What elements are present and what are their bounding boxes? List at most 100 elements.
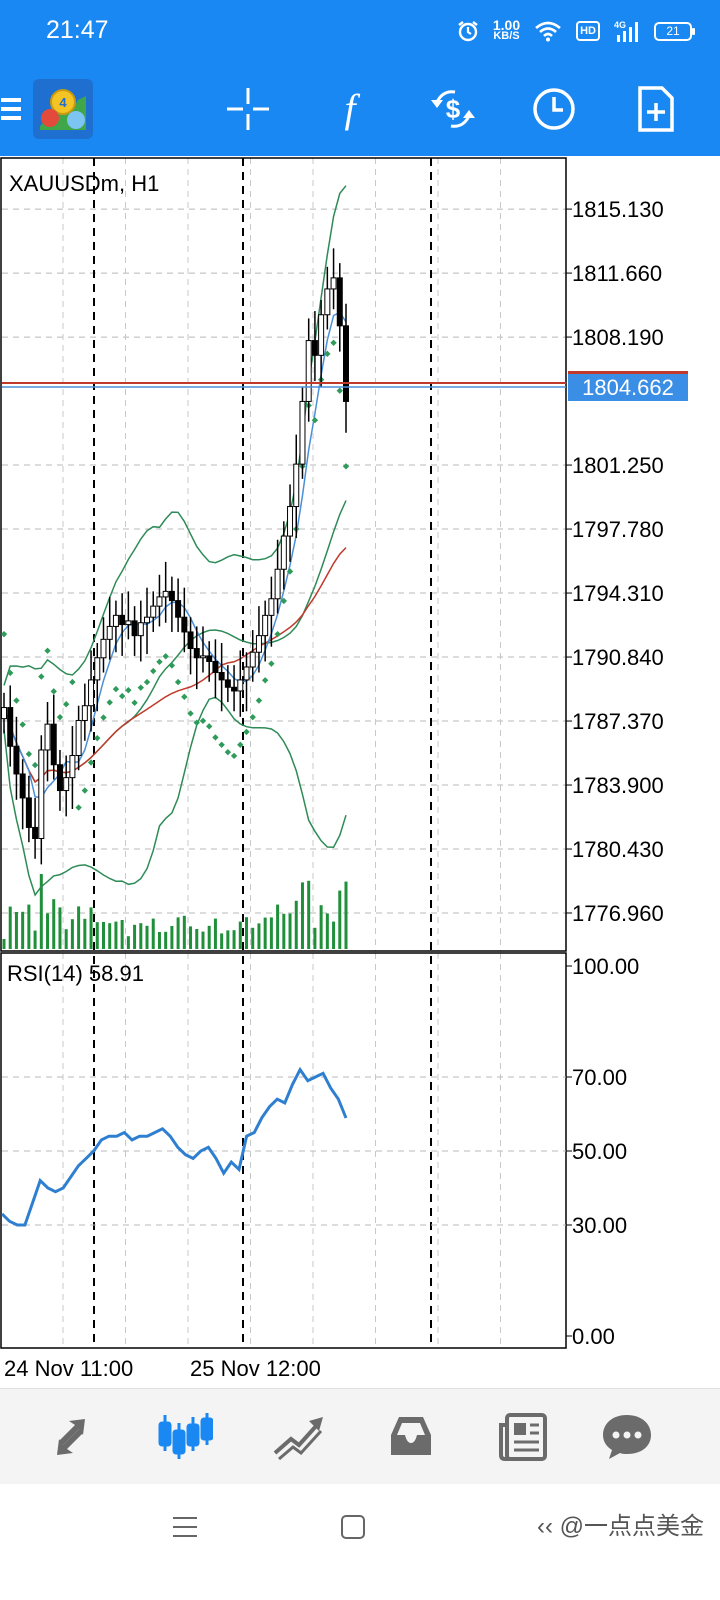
- candle-body: [311, 340, 318, 356]
- psar-dot: [162, 653, 169, 660]
- alarm-icon: [458, 21, 478, 42]
- new-order-button[interactable]: [628, 62, 684, 156]
- psar-dot: [19, 721, 26, 728]
- candle-body: [19, 773, 26, 799]
- volume-bar: [238, 921, 242, 949]
- candle-body: [125, 620, 132, 626]
- psar-dot: [150, 667, 157, 675]
- rsi-plot-frame: [0, 952, 567, 1349]
- psar-dot: [44, 647, 51, 654]
- nav-chart[interactable]: [130, 1389, 240, 1485]
- volume-bar: [133, 924, 137, 949]
- volume-bar: [89, 907, 93, 949]
- nav-quotes[interactable]: [16, 1389, 126, 1485]
- psar-dot: [168, 662, 176, 669]
- psar-dot: [87, 759, 95, 766]
- candle-body: [63, 777, 70, 792]
- candle-body: [199, 655, 206, 659]
- price-axis: 1815.130 1811.660 1808.190 1801.250 1797.780…: [566, 197, 664, 926]
- psar-dot: [100, 714, 107, 721]
- candle-body: [100, 638, 107, 659]
- psar-dot: [125, 687, 132, 694]
- psar-dot: [330, 339, 337, 346]
- bollinger-upper: [3, 185, 347, 686]
- wifi-icon: [535, 21, 561, 42]
- price-tick-label: 1787.370: [572, 709, 664, 734]
- candle-body: [243, 666, 250, 681]
- nav-news[interactable]: [468, 1389, 578, 1485]
- psar-dot: [249, 713, 256, 721]
- candle-body: [255, 635, 262, 653]
- psar-dot: [187, 710, 194, 717]
- rsi-tick-label: 50.00: [572, 1139, 627, 1164]
- status-time: 21:47: [46, 16, 109, 44]
- price-chart[interactable]: 1804.662 XAUUSDm, H1 1815.130 1811.660 180…: [0, 156, 720, 1388]
- volume-bar: [14, 912, 18, 949]
- psar-dot: [336, 387, 343, 394]
- price-tick-label: 1808.190: [572, 325, 664, 350]
- rsi-tick-label: 100.00: [572, 954, 639, 979]
- psar-dot: [106, 699, 113, 706]
- volume-bar: [21, 911, 25, 949]
- psar-dot: [137, 684, 144, 691]
- indicators-button[interactable]: f: [322, 62, 378, 156]
- volume-bar: [8, 906, 12, 949]
- psar-dot: [212, 734, 219, 741]
- nav-messages[interactable]: [572, 1389, 682, 1485]
- volume-bar: [164, 931, 168, 949]
- psar-dot: [25, 750, 33, 758]
- volume-bar: [207, 925, 211, 949]
- current-price-tag: 1804.662: [568, 371, 688, 401]
- crosshair-button[interactable]: [218, 62, 278, 156]
- volume-bar: [269, 917, 273, 949]
- candle-body: [231, 686, 238, 692]
- chart-icon: [158, 1413, 213, 1459]
- volume-bar: [58, 907, 62, 949]
- candle-body: [268, 598, 275, 616]
- price-tick-label: 1801.250: [572, 453, 664, 478]
- nav-trade[interactable]: [244, 1389, 354, 1485]
- psar-dot: [131, 699, 138, 706]
- volume-bar: [332, 921, 336, 949]
- price-tick-label: 1794.310: [572, 581, 664, 606]
- price-tick-label: 1797.780: [572, 517, 664, 542]
- rsi-tick-label: 70.00: [572, 1065, 627, 1090]
- candle-body: [343, 325, 349, 402]
- price-tick-label: 1815.130: [572, 197, 664, 222]
- volume-bar: [307, 880, 311, 949]
- symbol-change-button[interactable]: $: [420, 62, 486, 156]
- symbol-label: XAUUSDm, H1: [9, 171, 159, 196]
- candle-body: [299, 400, 306, 465]
- timeframe-button[interactable]: [524, 62, 584, 156]
- volume-bar: [52, 899, 56, 949]
- candle-body: [106, 625, 113, 640]
- metatrader-logo: 4: [33, 79, 93, 139]
- svg-text:$: $: [446, 94, 461, 124]
- home-icon[interactable]: [338, 1512, 368, 1542]
- main-plot-frame: [0, 157, 567, 952]
- psar-dot: [13, 697, 20, 704]
- volume-bar: [220, 933, 224, 949]
- psar-dot: [156, 658, 163, 665]
- psar-dot: [62, 701, 70, 708]
- volume-bars: [2, 874, 348, 949]
- candle-body: [336, 277, 343, 327]
- recents-icon[interactable]: [170, 1512, 200, 1542]
- candle-body: [81, 705, 88, 721]
- candle-body: [69, 755, 76, 779]
- volume-bar: [126, 936, 130, 949]
- candle-body: [293, 463, 300, 508]
- trade-icon: [273, 1417, 323, 1461]
- candle-body: [318, 314, 325, 356]
- nav-history[interactable]: [356, 1389, 466, 1485]
- chart-area[interactable]: 1804.662 XAUUSDm, H1 1815.130 1811.660 180…: [0, 156, 720, 1388]
- menu-button[interactable]: [0, 62, 24, 156]
- price-tick-label: 1776.960: [572, 901, 664, 926]
- volume-bar: [182, 915, 186, 949]
- candle-body: [144, 616, 151, 624]
- psar-dot: [311, 417, 319, 424]
- psar-dot: [56, 713, 64, 721]
- psar-dot: [0, 630, 8, 638]
- candle-body: [305, 340, 312, 402]
- volume-bar: [245, 917, 249, 949]
